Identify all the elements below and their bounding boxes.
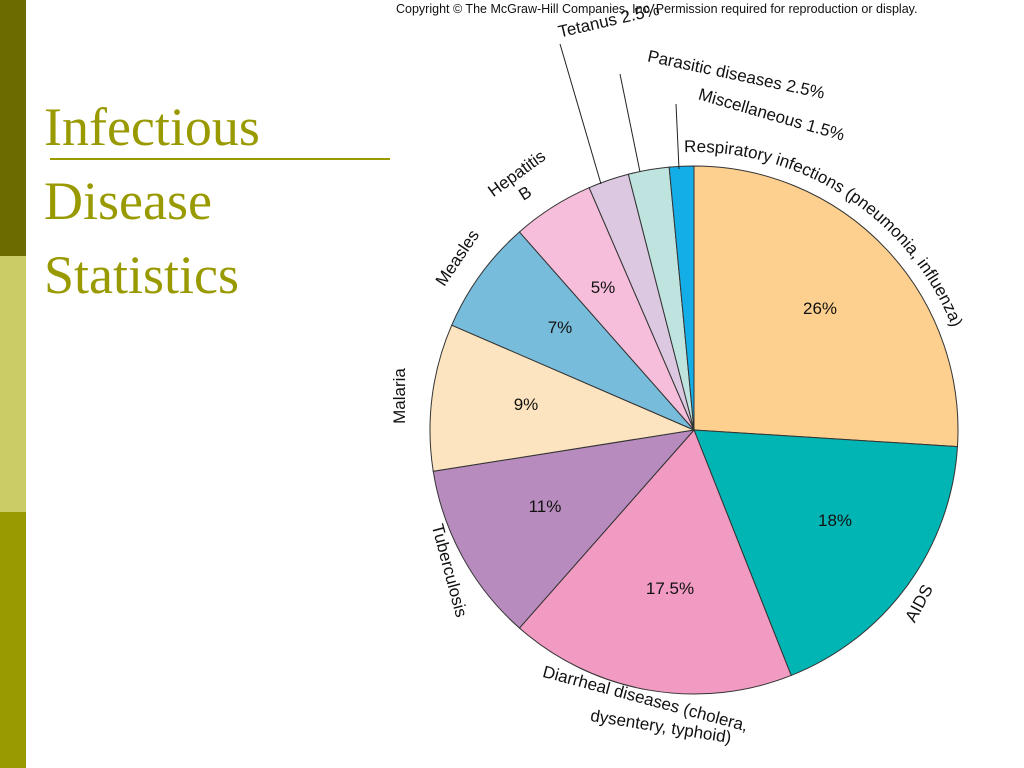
pie-slice — [451, 231, 695, 431]
pie-slice — [668, 165, 695, 431]
title-underline — [50, 158, 390, 160]
slice-category-label: B — [515, 182, 535, 204]
copyright-notice: Copyright © The McGraw-Hill Companies, I… — [396, 2, 918, 16]
pie-slice — [429, 324, 696, 472]
sidebar-band-middle — [0, 256, 26, 512]
pie-slice — [693, 429, 959, 677]
slice-category-label: Tetanus 2.5% — [556, 0, 661, 41]
slice-value-label: 18% — [818, 511, 852, 530]
leader-line — [675, 103, 680, 170]
slice-value-label: 11% — [529, 497, 562, 516]
pie-slice — [518, 429, 792, 695]
slide-title: Infectious Disease Statistics — [44, 90, 394, 312]
title-line-2: Disease — [44, 171, 212, 231]
pie-slice — [432, 429, 696, 629]
leader-line — [559, 43, 602, 185]
sidebar-band-top — [0, 0, 26, 256]
slice-value-label: 9% — [514, 395, 539, 414]
sidebar-band-bottom — [0, 512, 26, 768]
slide-sidebar — [0, 0, 26, 768]
slice-category-label: Malaria — [390, 368, 409, 424]
leader-line — [619, 73, 641, 173]
pie-slice — [693, 165, 959, 448]
slice-value-label: 26% — [803, 299, 837, 318]
slice-value-label: 7% — [548, 318, 573, 337]
slice-value-label: 17.5% — [646, 579, 694, 598]
title-line-3: Statistics — [44, 245, 240, 305]
title-line-1: Infectious — [44, 97, 260, 157]
slice-category-label: AIDS — [901, 581, 936, 625]
slice-category-label: Measles — [432, 226, 483, 289]
slice-value-label: 5% — [591, 278, 616, 297]
